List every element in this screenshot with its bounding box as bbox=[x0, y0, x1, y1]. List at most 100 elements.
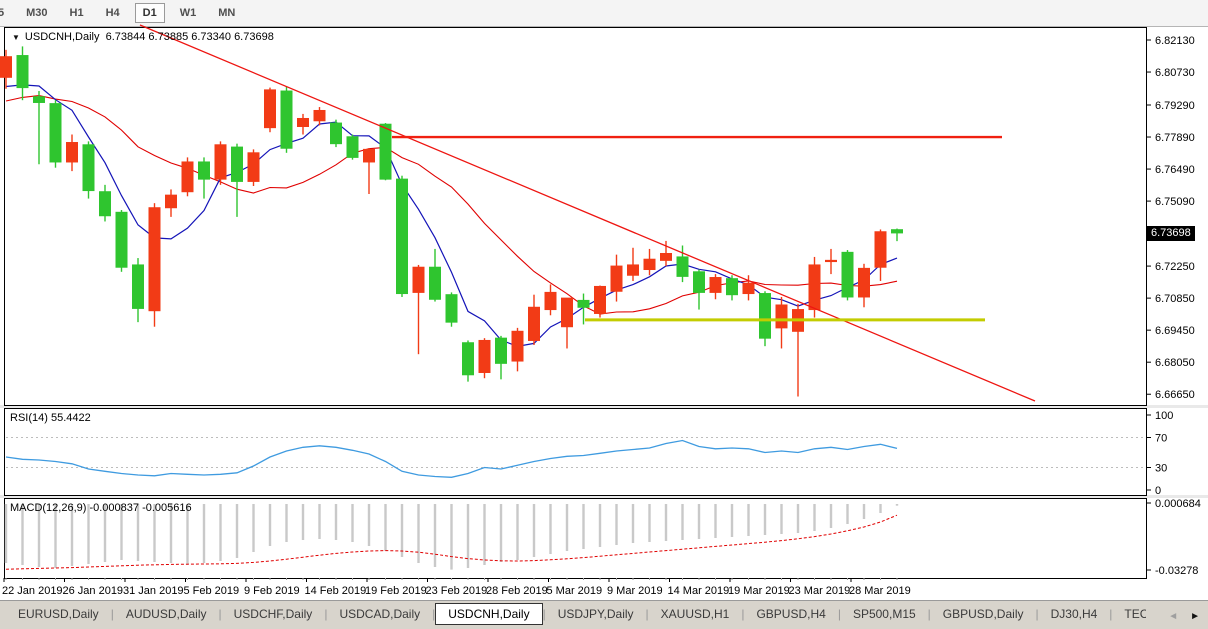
candlestick-up bbox=[808, 264, 821, 311]
date-axis-label: 14 Mar 2019 bbox=[668, 585, 730, 597]
price-axis-label: 6.68050 bbox=[1155, 357, 1195, 369]
candlestick-down bbox=[577, 299, 590, 308]
candlestick-up bbox=[825, 259, 837, 263]
tab-scroll-arrows: ◄ ► bbox=[1156, 606, 1206, 624]
timeframe-button-w1[interactable]: W1 bbox=[179, 7, 197, 19]
candlestick-down bbox=[33, 96, 45, 103]
tab-usdcnh-daily[interactable]: USDCNH,Daily bbox=[435, 603, 543, 625]
timeframe-button-h4[interactable]: H4 bbox=[105, 7, 120, 19]
candlestick-down bbox=[429, 266, 441, 300]
rsi-title: RSI(14) 55.4422 bbox=[10, 412, 91, 424]
chart-ohlc-values: 6.73844 6.73885 6.73340 6.73698 bbox=[105, 31, 274, 43]
tab-gbpusd-daily[interactable]: GBPUSD,Daily bbox=[942, 607, 1024, 621]
date-axis-label: 5 Mar 2019 bbox=[547, 585, 603, 597]
price-axis-label: 6.80730 bbox=[1155, 67, 1195, 79]
candlestick-up bbox=[528, 306, 540, 341]
candlestick-down bbox=[379, 123, 392, 180]
tab-usdjpy-daily[interactable]: USDJPY,Daily bbox=[557, 607, 634, 621]
tab-gbpusd-h4[interactable]: GBPUSD,H4 bbox=[756, 607, 826, 621]
tab-tech100-h1[interactable]: TECH100,H1 bbox=[1124, 607, 1146, 621]
date-axis-label: 23 Feb 2019 bbox=[426, 585, 488, 597]
descending-trendline[interactable] bbox=[139, 24, 1036, 402]
price-axis-label: 6.82130 bbox=[1155, 35, 1195, 47]
date-axis-label: 28 Mar 2019 bbox=[849, 585, 911, 597]
date-axis-label: 23 Mar 2019 bbox=[789, 585, 851, 597]
candlestick-up bbox=[643, 258, 656, 271]
tabs-scroll-left-icon[interactable]: ◄ bbox=[1168, 611, 1179, 622]
macd-title: MACD(12,26,9) -0.000837 -0.005616 bbox=[10, 502, 192, 514]
price-axis-label: 6.66650 bbox=[1155, 389, 1195, 401]
timeframe-button-m30[interactable]: M30 bbox=[26, 7, 48, 19]
tab-audusd-daily[interactable]: AUDUSD,Daily bbox=[125, 607, 207, 621]
tab-usdchf-daily[interactable]: USDCHF,Daily bbox=[233, 607, 313, 621]
chart-symbol-label: USDCNH,Daily bbox=[24, 31, 100, 43]
timeframe-button-mn[interactable]: MN bbox=[218, 7, 236, 19]
symbol-dropdown-icon[interactable]: ▼ bbox=[12, 33, 20, 42]
date-axis-label: 31 Jan 2019 bbox=[123, 585, 184, 597]
candlestick-up bbox=[0, 56, 12, 78]
panel-splitter-macd[interactable] bbox=[0, 495, 1208, 498]
chart-title: ▼ USDCNH,Daily 6.73844 6.73885 6.73340 6.… bbox=[12, 31, 274, 43]
date-axis-label: 9 Mar 2019 bbox=[607, 585, 663, 597]
candlestick-down bbox=[726, 278, 738, 296]
tab-dj30-h4[interactable]: DJ30,H4 bbox=[1050, 607, 1098, 621]
date-axis-label: 9 Feb 2019 bbox=[244, 585, 300, 597]
panel-splitter-rsi[interactable] bbox=[0, 405, 1208, 408]
candlestick-up bbox=[610, 265, 623, 292]
candlestick-up bbox=[709, 277, 722, 293]
rsi-panel bbox=[4, 408, 1147, 496]
timeframe-button-h1[interactable]: H1 bbox=[69, 7, 84, 19]
price-axis-label: 6.76490 bbox=[1155, 164, 1195, 176]
candlestick-down bbox=[280, 90, 293, 149]
candlestick-down bbox=[346, 136, 359, 158]
timeframe-toolbar: 5 M30 H1 H4 D1 W1 MN bbox=[0, 0, 1208, 27]
candlestick-down bbox=[198, 161, 210, 180]
rsi-axis-label: 30 bbox=[1155, 463, 1167, 475]
rsi-axis-label: 70 bbox=[1155, 433, 1167, 445]
tab-separator: | bbox=[645, 607, 649, 621]
rsi-axis-label: 0 bbox=[1155, 485, 1161, 497]
tab-xauusd-h1[interactable]: XAUUSD,H1 bbox=[660, 607, 730, 621]
candlestick-down bbox=[330, 122, 342, 145]
candlestick-up bbox=[66, 142, 78, 163]
candlestick-down bbox=[495, 337, 507, 364]
price-axis-label: 6.69450 bbox=[1155, 325, 1195, 337]
tab-separator: | bbox=[542, 607, 546, 621]
price-axis-label: 6.79290 bbox=[1155, 100, 1195, 112]
candlestick-up bbox=[247, 152, 260, 182]
candlestick-down bbox=[676, 256, 689, 277]
candlestick-up bbox=[214, 144, 227, 180]
tab-eurusd-daily[interactable]: EURUSD,Daily bbox=[18, 607, 99, 621]
tabs-scroll-right-icon[interactable]: ► bbox=[1190, 611, 1200, 622]
candlestick-up bbox=[561, 297, 573, 328]
candlestick-up bbox=[660, 252, 672, 261]
candlestick-up bbox=[264, 89, 276, 129]
rsi-line bbox=[5, 439, 898, 478]
candlestick-down bbox=[891, 229, 903, 234]
tab-sp500-m15[interactable]: SP500,M15 bbox=[852, 607, 916, 621]
candlestick-down bbox=[132, 264, 144, 309]
candlestick-up bbox=[297, 117, 309, 127]
candlestick-up bbox=[313, 109, 326, 122]
rsi-axis-label: 100 bbox=[1155, 410, 1173, 422]
date-axis-label: 26 Jan 2019 bbox=[63, 585, 124, 597]
candlestick-up bbox=[363, 148, 375, 163]
timeframe-button-d1[interactable]: D1 bbox=[134, 3, 165, 23]
candlestick-down bbox=[462, 342, 474, 376]
date-axis-label: 5 Feb 2019 bbox=[184, 585, 240, 597]
price-axis-label: 6.77890 bbox=[1155, 132, 1195, 144]
timeframe-button-5[interactable]: 5 bbox=[0, 4, 11, 22]
candlestick-up bbox=[412, 266, 425, 293]
candlestick-down bbox=[396, 178, 408, 295]
candlestick-down bbox=[841, 251, 854, 298]
candlestick-up bbox=[627, 264, 639, 276]
candlestick-down bbox=[231, 146, 243, 182]
tab-separator: | bbox=[1109, 607, 1113, 621]
tab-usdcad-daily[interactable]: USDCAD,Daily bbox=[339, 607, 421, 621]
candlestick-up bbox=[544, 291, 557, 311]
price-axis-label: 6.70850 bbox=[1155, 293, 1195, 305]
tab-separator: | bbox=[110, 607, 114, 621]
tab-separator: | bbox=[324, 607, 328, 621]
tab-separator: | bbox=[837, 607, 841, 621]
